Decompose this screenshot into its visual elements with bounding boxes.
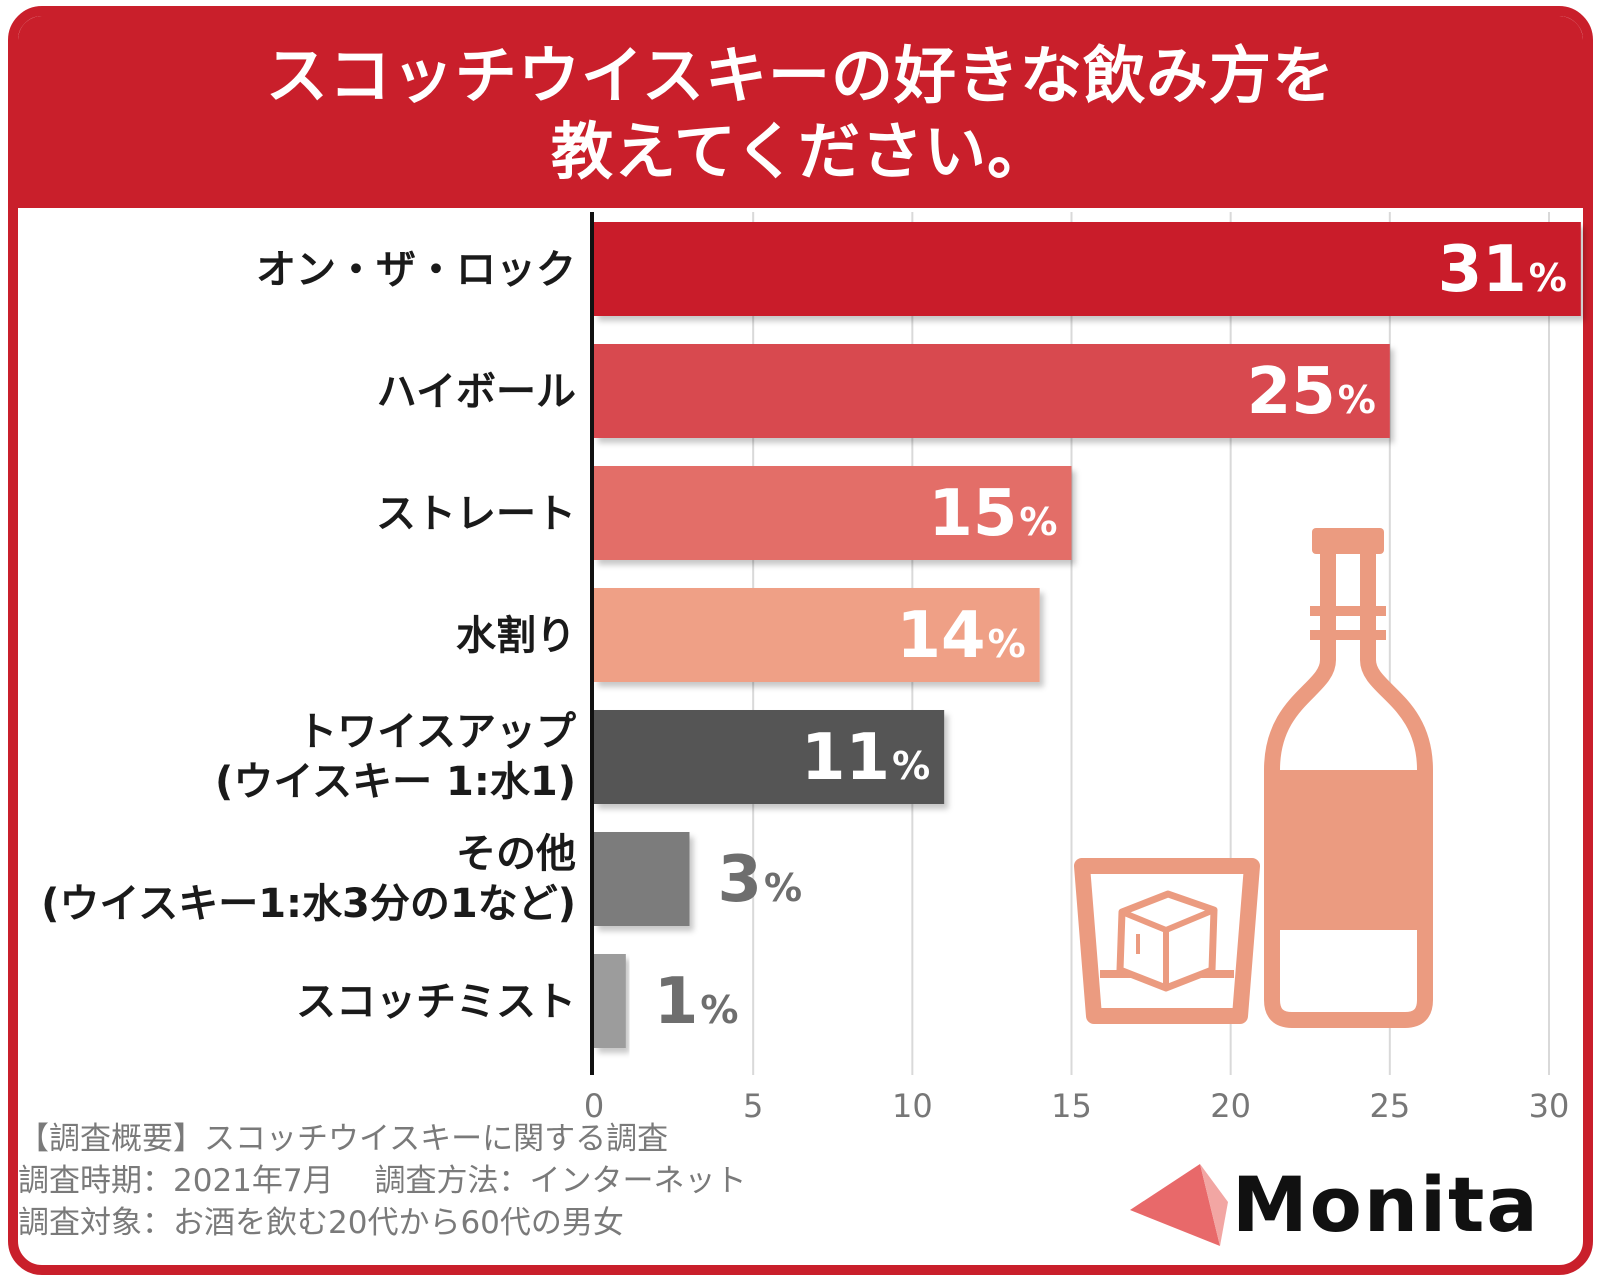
x-tick-label: 10: [892, 1087, 933, 1125]
chart-title-line-1: スコッチウイスキーの好きな飲み方を: [265, 39, 1336, 112]
survey-note-target: 調査対象：お酒を飲む20代から60代の男女: [18, 1205, 624, 1241]
x-axis-ticks: 0 5 10 15 20 25 30: [584, 1087, 1570, 1125]
chart-title-line-2: 教えてください。: [550, 115, 1051, 188]
x-tick-label: 25: [1369, 1087, 1410, 1125]
x-tick-label: 5: [743, 1087, 763, 1125]
x-tick-label: 15: [1051, 1087, 1092, 1125]
x-tick-label: 30: [1529, 1087, 1570, 1125]
category-label: オン・ザ・ロック: [256, 247, 576, 293]
category-label: その他(ウイスキー1:水3分の1など): [41, 831, 576, 927]
bar-value-label: 15%: [928, 477, 1057, 551]
brand-name: Monita: [1232, 1160, 1540, 1249]
bar: [594, 222, 1581, 316]
bar-value-label: 31%: [1438, 233, 1567, 307]
bar-value-label: 14%: [897, 599, 1026, 673]
bar: [594, 954, 626, 1048]
value-labels: 31% 25% 15% 14% 11% 3% 1%: [654, 233, 1567, 1039]
bar: [594, 832, 690, 926]
whisky-bottle-icon: [1264, 528, 1433, 1028]
bar-value-label: 11%: [801, 721, 930, 795]
bars: [594, 222, 1581, 1048]
illustration: [1074, 528, 1433, 1028]
monita-logo-icon: [1130, 1164, 1228, 1246]
glass-with-ice-icon: [1074, 858, 1260, 1024]
chart-title: スコッチウイスキーの好きな飲み方を 教えてください。: [18, 38, 1583, 190]
survey-note-summary: 【調査概要】スコッチウイスキーに関する調査: [18, 1121, 669, 1157]
x-tick-label: 0: [584, 1087, 604, 1125]
bar: [594, 710, 945, 804]
category-label: 水割り: [456, 613, 576, 659]
bar: [594, 466, 1072, 560]
category-label: ハイボール: [377, 369, 576, 415]
title-banner: スコッチウイスキーの好きな飲み方を 教えてください。: [18, 16, 1583, 208]
survey-note-period-method: 調査時期：2021年7月 調査方法：インターネット: [18, 1163, 747, 1199]
bar-value-label: 1%: [654, 965, 739, 1039]
bar: [594, 344, 1390, 438]
brand-logo: Monita: [1120, 1160, 1570, 1250]
x-tick-label: 20: [1210, 1087, 1251, 1125]
bar-value-label: 25%: [1247, 355, 1376, 429]
category-label: スコッチミスト: [296, 979, 576, 1025]
category-label: トワイスアップ(ウイスキー 1:水1): [215, 709, 576, 805]
category-label: ストレート: [376, 491, 576, 537]
bar: [594, 588, 1040, 682]
bar-value-label: 3%: [718, 843, 803, 917]
survey-notes: 【調査概要】スコッチウイスキーに関する調査 調査時期：2021年7月 調査方法：…: [18, 1118, 746, 1244]
